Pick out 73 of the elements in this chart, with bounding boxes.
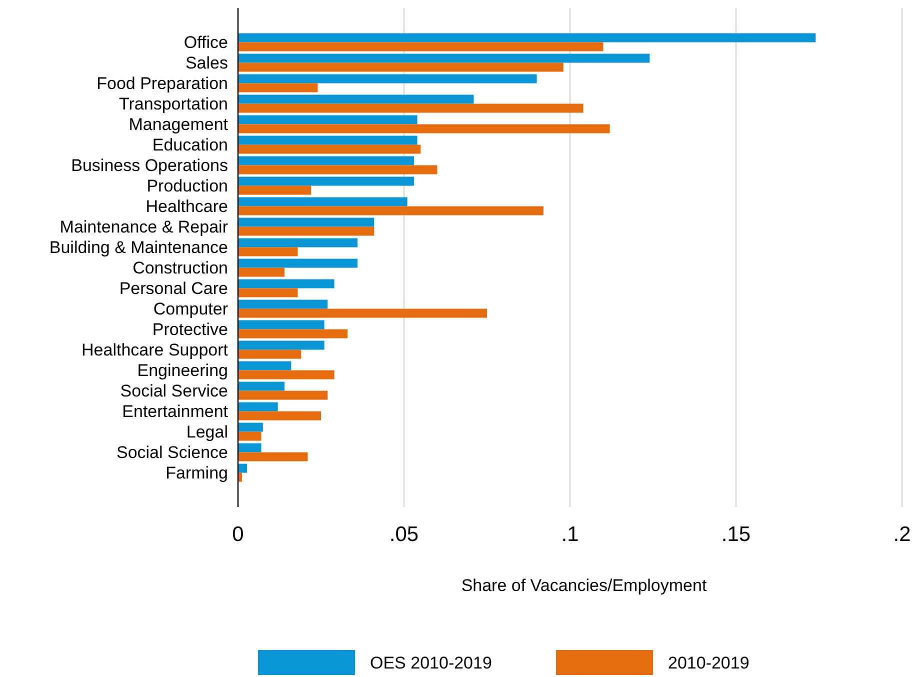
bar: [238, 94, 474, 104]
bar: [238, 443, 262, 452]
bar: [238, 42, 604, 52]
bar: [238, 176, 414, 186]
bar: [238, 238, 358, 248]
bar: [238, 165, 438, 174]
bar: [238, 104, 584, 113]
y-tick-label: Computer: [153, 300, 228, 319]
bar: [238, 268, 284, 277]
bar: [238, 218, 374, 227]
y-tick-label: Social Science: [116, 443, 228, 462]
bar: [238, 115, 418, 124]
bar: [238, 156, 414, 166]
x-axis-title: Share of Vacancies/Employment: [461, 576, 707, 595]
bar: [238, 258, 358, 268]
y-tick-label: Engineering: [137, 361, 228, 380]
bar: [238, 288, 298, 298]
bar: [238, 402, 278, 412]
x-tick-label: .2: [893, 523, 911, 546]
bar: [238, 54, 650, 63]
bar: [238, 83, 318, 92]
bar: [238, 279, 334, 288]
y-tick-label: Farming: [166, 464, 228, 483]
y-tick-label: Production: [146, 176, 228, 196]
y-tick-label: Food Preparation: [96, 74, 228, 94]
bar: [238, 350, 302, 359]
bar: [238, 62, 564, 72]
bar: [238, 74, 537, 84]
bar: [238, 124, 610, 134]
bar: [238, 390, 328, 400]
y-tick-label: Social Service: [120, 382, 228, 401]
bar: [238, 226, 374, 236]
bar: [238, 247, 298, 256]
bar: [238, 411, 321, 420]
text: 2010-2019: [668, 653, 750, 672]
bar: [238, 432, 262, 441]
x-tick-label: .05: [389, 523, 419, 546]
bar: [238, 197, 408, 206]
y-tick-label: Transportation: [119, 94, 228, 114]
y-tick-label: Office: [184, 33, 228, 52]
y-tick-label: Building & Maintenance: [49, 238, 228, 258]
y-tick-label: Maintenance & Repair: [60, 218, 228, 237]
bar: [238, 422, 263, 432]
y-tick-label: Sales: [185, 54, 228, 73]
y-tick-label: Personal Care: [119, 279, 228, 298]
bar: [238, 320, 324, 330]
bar: [238, 452, 308, 462]
bar: [238, 33, 816, 42]
text: OES 2010-2019: [370, 653, 492, 672]
bar: [238, 370, 334, 380]
bar: [238, 300, 328, 309]
bar: [238, 144, 421, 154]
bar: [238, 308, 487, 318]
x-tick-label: 0: [232, 523, 244, 546]
y-tick-label: Management: [128, 115, 228, 134]
y-tick-label: Business Operations: [71, 156, 228, 176]
y-tick-label: Construction: [132, 258, 228, 278]
x-tick-label: .15: [721, 523, 751, 546]
bar: [238, 464, 247, 473]
y-tick-label: Healthcare: [146, 197, 228, 216]
y-tick-label: Healthcare Support: [82, 340, 228, 360]
bar: [238, 340, 324, 350]
bar: [238, 382, 284, 391]
y-tick-label: Entertainment: [122, 402, 228, 422]
x-tick-label: .1: [561, 523, 579, 546]
bar: [238, 329, 348, 338]
y-tick-label: Legal: [186, 422, 228, 442]
bar: [238, 136, 418, 145]
y-tick-label: Protective: [152, 320, 228, 340]
bar: [238, 361, 292, 370]
bar: [238, 206, 544, 216]
bar: [238, 186, 312, 195]
y-tick-label: Education: [152, 136, 228, 155]
